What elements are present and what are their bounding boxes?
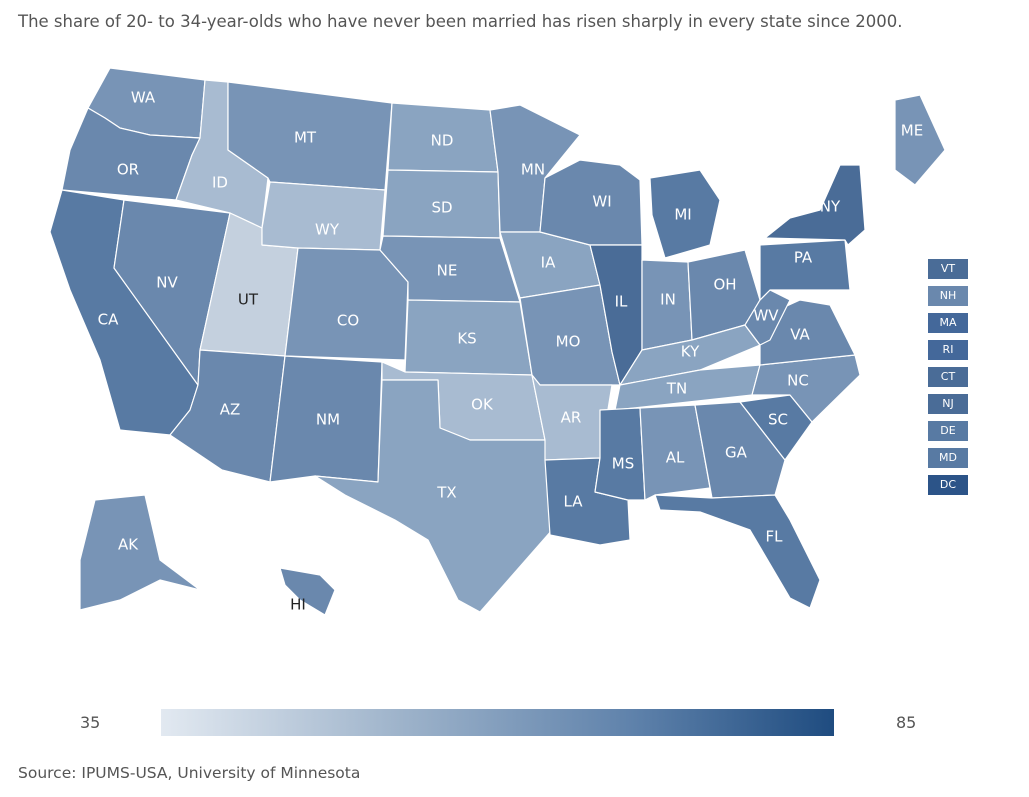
state-label-ga: GA xyxy=(725,444,748,462)
state-label-az: AZ xyxy=(220,401,241,419)
state-label-me: ME xyxy=(901,122,923,140)
state-me[interactable] xyxy=(894,94,946,186)
state-ak[interactable] xyxy=(79,494,201,611)
state-label-fl: FL xyxy=(766,528,784,546)
state-label-il: IL xyxy=(615,293,628,311)
state-label-mi: MI xyxy=(674,206,691,224)
state-label-or: OR xyxy=(117,161,139,179)
chart-subtitle: The share of 20- to 34-year-olds who hav… xyxy=(18,12,903,31)
source-note: Source: IPUMS-USA, University of Minneso… xyxy=(18,764,361,782)
state-label-in: IN xyxy=(660,291,676,309)
state-ny[interactable] xyxy=(764,164,866,246)
state-label-hi: HI xyxy=(290,596,306,614)
state-label-sc: SC xyxy=(768,411,788,429)
state-al[interactable] xyxy=(639,404,711,501)
state-fl[interactable] xyxy=(654,494,821,609)
state-ga[interactable] xyxy=(694,401,786,499)
state-label-ak: AK xyxy=(118,536,139,554)
state-label-la: LA xyxy=(564,493,584,511)
state-label-al: AL xyxy=(666,449,685,467)
state-label-tx: TX xyxy=(436,484,456,502)
state-label-ne: NE xyxy=(437,262,458,280)
ne-box-nh[interactable]: NH xyxy=(928,286,968,306)
state-label-wy: WY xyxy=(315,221,340,239)
state-hi[interactable] xyxy=(279,567,336,616)
color-scale-bar xyxy=(161,709,834,736)
state-label-nv: NV xyxy=(156,274,178,292)
state-wi[interactable] xyxy=(539,159,643,246)
state-label-ny: NY xyxy=(820,198,841,216)
state-label-ar: AR xyxy=(561,409,582,427)
state-label-ms: MS xyxy=(612,455,634,473)
state-tx[interactable] xyxy=(314,379,553,613)
state-pa[interactable] xyxy=(759,239,851,301)
ne-box-ma[interactable]: MA xyxy=(928,313,968,333)
legend-max-value: 85 xyxy=(896,713,917,732)
ne-box-ri[interactable]: RI xyxy=(928,340,968,360)
state-label-ia: IA xyxy=(541,254,556,272)
state-label-nc: NC xyxy=(787,372,809,390)
state-label-ks: KS xyxy=(457,330,476,348)
legend-min-value: 35 xyxy=(80,713,101,732)
ne-box-dc[interactable]: DC xyxy=(928,475,968,495)
ne-box-nj[interactable]: NJ xyxy=(928,394,968,414)
state-label-wa: WA xyxy=(131,89,156,107)
state-label-nd: ND xyxy=(431,132,454,150)
ne-box-vt[interactable]: VT xyxy=(928,259,968,279)
state-label-mo: MO xyxy=(556,333,581,351)
state-label-wv: WV xyxy=(753,307,779,325)
state-label-wi: WI xyxy=(592,193,611,211)
state-label-sd: SD xyxy=(431,199,452,217)
state-label-mt: MT xyxy=(294,129,317,147)
state-co[interactable] xyxy=(284,247,409,361)
state-label-oh: OH xyxy=(713,276,736,294)
state-label-ut: UT xyxy=(238,291,259,309)
ne-box-ct[interactable]: CT xyxy=(928,367,968,387)
state-label-nm: NM xyxy=(316,411,340,429)
state-label-mn: MN xyxy=(521,161,545,179)
state-label-co: CO xyxy=(337,312,359,330)
ne-box-de[interactable]: DE xyxy=(928,421,968,441)
state-label-va: VA xyxy=(790,326,810,344)
state-label-ky: KY xyxy=(681,343,700,361)
state-label-ok: OK xyxy=(471,396,494,414)
state-label-ca: CA xyxy=(98,311,119,329)
state-label-tn: TN xyxy=(666,380,687,398)
state-mi[interactable] xyxy=(649,169,721,259)
ne-box-md[interactable]: MD xyxy=(928,448,968,468)
us-choropleth-map: WA OR CA NV ID UT AZ MT WY CO NM ND SD NE KS OK TX MN IA MO… xyxy=(49,67,946,616)
state-label-id: ID xyxy=(212,174,228,192)
state-label-pa: PA xyxy=(794,249,813,267)
state-wy[interactable] xyxy=(261,181,386,251)
